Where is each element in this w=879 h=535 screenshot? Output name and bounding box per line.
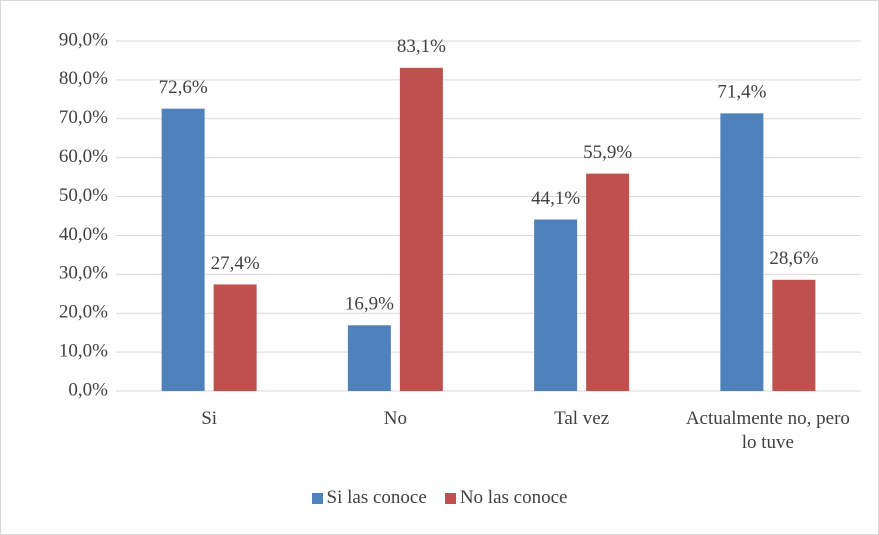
data-label: 27,4% (211, 253, 260, 274)
y-tick-label: 0,0% (68, 379, 108, 400)
bar (772, 279, 816, 391)
bar (213, 284, 257, 391)
bar (161, 108, 205, 392)
x-tick-label: No (383, 408, 407, 429)
y-tick-label: 80,0% (59, 68, 108, 89)
data-label: 44,1% (531, 188, 580, 209)
x-tick-label: Actualmente no, pero lo tuve (685, 408, 850, 453)
legend-swatch (444, 492, 456, 504)
data-label: 83,1% (397, 36, 446, 57)
data-label: 28,6% (769, 248, 818, 269)
bar (586, 173, 630, 391)
y-tick-label: 20,0% (59, 302, 108, 323)
bar (720, 113, 764, 391)
legend-swatch (311, 492, 323, 504)
bar (534, 219, 578, 391)
legend-item: No las conoce (444, 487, 568, 509)
x-tick-label: Tal vez (554, 408, 610, 429)
y-tick-label: 10,0% (59, 340, 108, 361)
y-tick-label: 90,0% (59, 29, 108, 50)
legend: Si las conoce No las conoce (1, 487, 878, 509)
legend-label: No las conoce (459, 487, 568, 508)
legend-label: Si las conoce (326, 487, 427, 508)
y-tick-label: 50,0% (59, 185, 108, 206)
data-label: 71,4% (717, 82, 766, 103)
y-tick-label: 30,0% (59, 263, 108, 284)
x-tick-label: Si (201, 408, 218, 429)
y-tick-label: 70,0% (59, 107, 108, 128)
data-label: 55,9% (583, 142, 632, 163)
legend-item: Si las conoce (311, 487, 427, 509)
data-label: 72,6% (159, 77, 208, 98)
bar (347, 325, 391, 391)
y-tick-label: 40,0% (59, 224, 108, 245)
bar (399, 67, 443, 391)
data-label: 16,9% (345, 294, 394, 315)
y-tick-label: 60,0% (59, 146, 108, 167)
